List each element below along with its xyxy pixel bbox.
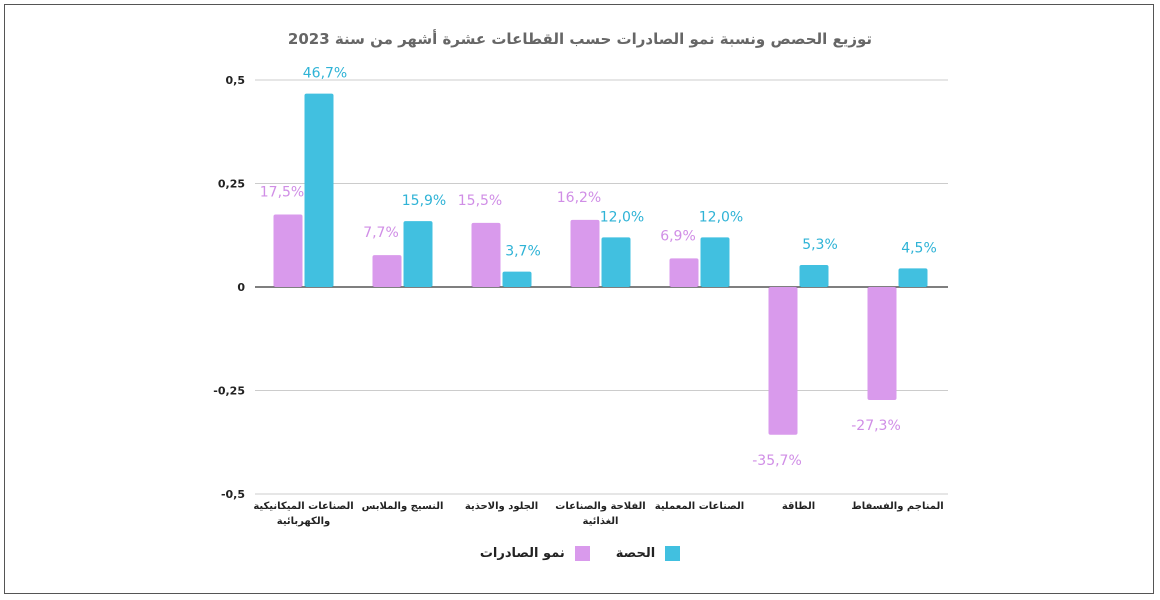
data-label: 15,5%: [458, 193, 502, 209]
data-label: 5,3%: [802, 237, 838, 253]
chart-title: توزيع الحصص ونسبة نمو الصادرات حسب القطا…: [287, 30, 873, 48]
legend: الحصة نمو الصادرات: [0, 546, 1160, 561]
bar: [471, 222, 501, 287]
x-tick-label: الصناعات المعملية: [655, 501, 744, 512]
bar: [799, 265, 829, 287]
data-label: 16,2%: [557, 190, 601, 206]
bar: [669, 258, 699, 287]
bar: [403, 221, 433, 287]
chart-frame: [4, 4, 1154, 594]
data-label: -35,7%: [752, 453, 802, 469]
x-tick-label: المناجم والفسفاط: [851, 501, 943, 512]
data-label: 46,7%: [303, 66, 347, 82]
bar: [700, 237, 730, 287]
data-label: 12,0%: [600, 209, 644, 225]
y-tick-label: -0,25: [213, 385, 245, 398]
legend-label-share: الحصة: [615, 546, 656, 561]
bar: [502, 271, 532, 287]
x-tick-label: الصناعات الميكانيكية والكهربائية: [253, 501, 353, 527]
x-tick-label: الطاقة: [782, 501, 815, 512]
legend-label-growth: نمو الصادرات: [479, 546, 565, 561]
data-label: -27,3%: [851, 418, 901, 434]
legend-swatch-share: [665, 546, 681, 561]
bar: [570, 219, 600, 287]
legend-item-growth[interactable]: نمو الصادرات: [480, 546, 590, 561]
legend-item-share[interactable]: الحصة: [615, 546, 681, 561]
data-label: 12,0%: [699, 209, 743, 225]
bar: [867, 287, 897, 401]
data-label: 4,5%: [901, 240, 937, 256]
bar: [273, 214, 303, 287]
y-tick-label: 0,5: [226, 74, 246, 87]
y-tick-label: 0: [237, 281, 245, 294]
bar: [898, 268, 928, 287]
x-tick-label: الفلاحة والصناعات الغذائية: [555, 501, 645, 527]
bar: [601, 237, 631, 287]
data-label: 15,9%: [402, 193, 446, 209]
legend-swatch-growth: [574, 546, 590, 561]
bar: [768, 287, 798, 435]
y-tick-label: -0,5: [221, 488, 245, 501]
data-label: 3,7%: [505, 244, 541, 260]
data-label: 7,7%: [363, 225, 399, 241]
x-tick-label: النسيج والملابس: [362, 501, 444, 512]
bar: [304, 93, 334, 287]
data-label: 17,5%: [260, 185, 304, 201]
x-tick-label: الجلود والاحذية: [465, 501, 538, 512]
bar: [372, 255, 402, 287]
y-tick-label: 0,25: [218, 178, 245, 191]
data-label: 6,9%: [660, 228, 696, 244]
